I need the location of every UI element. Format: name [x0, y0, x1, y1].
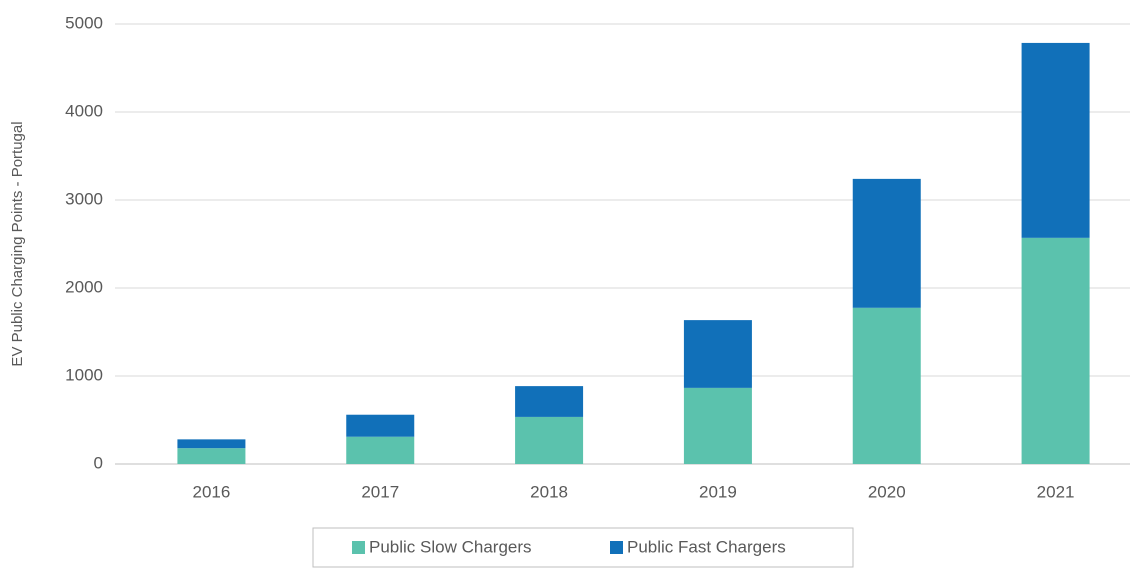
legend-box: [312, 527, 854, 568]
bar-segment: [346, 414, 415, 437]
x-tick-label: 2021: [1037, 482, 1075, 501]
x-tick-label: 2017: [361, 482, 399, 501]
bar-segment: [515, 416, 584, 464]
legend-swatch: [352, 541, 365, 554]
x-tick-label: 2019: [699, 482, 737, 501]
bar-segment: [177, 439, 246, 449]
bar-segment: [515, 386, 584, 417]
bar-segment: [683, 387, 752, 464]
legend-label: Public Slow Chargers: [369, 537, 532, 556]
bar-segment: [683, 320, 752, 388]
y-tick-label: 0: [94, 453, 103, 472]
y-tick-label: 2000: [65, 277, 103, 296]
y-axis-label: EV Public Charging Points - Portugal: [9, 121, 26, 366]
bar-segment: [1021, 42, 1090, 238]
bar-segment: [1021, 237, 1090, 464]
x-tick-label: 2018: [530, 482, 568, 501]
y-tick-label: 3000: [65, 189, 103, 208]
bar-segment: [346, 436, 415, 464]
x-tick-label: 2020: [868, 482, 906, 501]
y-tick-label: 1000: [65, 365, 103, 384]
bar-segment: [852, 307, 921, 464]
bar-segment: [852, 178, 921, 308]
x-tick-label: 2016: [193, 482, 231, 501]
bar-segment: [177, 448, 246, 464]
y-tick-label: 4000: [65, 101, 103, 120]
y-tick-label: 5000: [65, 13, 103, 32]
legend-label: Public Fast Chargers: [627, 537, 786, 556]
legend-swatch: [610, 541, 623, 554]
